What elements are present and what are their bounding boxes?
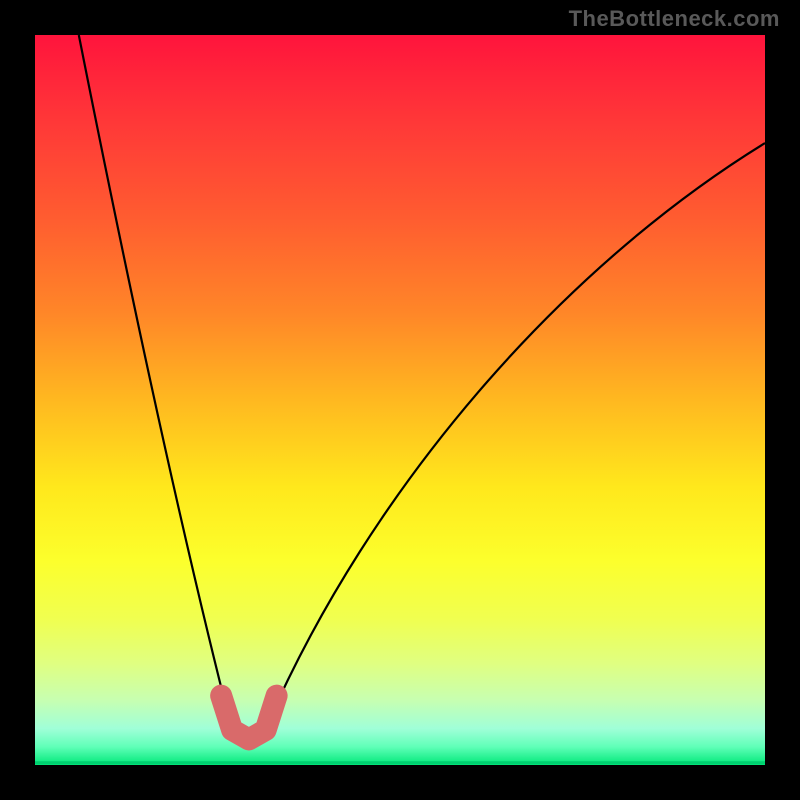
chart-plot-area bbox=[35, 35, 765, 765]
bottleneck-chart bbox=[35, 35, 765, 765]
watermark-text: TheBottleneck.com bbox=[569, 6, 780, 32]
gradient-background bbox=[35, 35, 765, 765]
